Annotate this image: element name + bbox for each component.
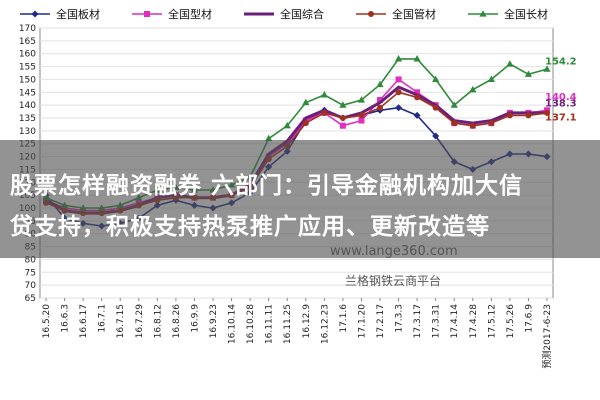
y-tick-label: 145 [19,88,36,98]
x-tick-label: 16.6.17 [79,304,89,338]
watermark-name: 兰格钢铁云商平台 [345,274,442,288]
x-tick-label: 17.1.20 [357,304,367,339]
x-tick-label: 17.1.6 [339,304,349,333]
headline-overlay-band [0,140,600,258]
end-value-label: 140.4 [545,92,577,103]
y-tick-label: 70 [25,281,37,291]
data-point [414,94,421,101]
x-tick-label: 17.2.17 [376,304,386,338]
data-point [302,98,310,106]
data-point [487,75,495,83]
x-tick-label: 16.9.23 [209,304,219,338]
x-tick-label: 17.4.14 [450,304,460,339]
headline-line-1: 股票怎样融资融券 六部门：引导金融机构加大信 [10,173,524,199]
x-tick-label: 16.6.3 [61,304,71,333]
data-point [413,111,421,119]
data-point [394,55,403,62]
end-value-label: 137.1 [545,113,577,124]
data-point [544,109,550,116]
x-tick-label: 16.10.14 [228,304,238,344]
legend-label: 全国型材 [168,7,212,21]
x-tick-label: 16.12.23 [320,304,330,344]
legend-label: 全国长材 [504,7,548,21]
data-point [395,104,403,112]
data-point [321,109,328,116]
data-point [377,97,383,103]
data-point [302,120,309,127]
data-point [376,80,384,88]
x-tick-label: 16.5.20 [42,304,52,339]
x-tick-label: 17.5.26 [506,304,516,339]
x-tick-label: 16.8.12 [153,304,163,338]
data-point [144,11,150,17]
y-tick-label: 80 [25,255,37,265]
data-point [432,75,440,83]
x-tick-label: 16.10.28 [246,304,256,344]
legend-label: 全国综合 [280,7,324,21]
y-tick-label: 135 [19,114,36,124]
data-point [377,104,383,111]
data-point [368,11,374,17]
y-tick-label: 170 [19,24,36,34]
x-tick-label: 16.12.9 [302,304,312,339]
data-point [320,91,328,98]
data-point [358,117,365,124]
data-point [414,89,421,96]
headline-line-2: 贷支持，积极支持热泵推广应用、更新改造等 [10,214,490,240]
data-point [339,101,347,108]
y-tick-label: 160 [19,50,36,60]
data-point [339,115,346,121]
data-point [357,96,366,103]
data-point [450,101,458,108]
x-tick-label: 17.5.12 [487,304,497,338]
data-point [451,120,458,127]
x-tick-label: 17.6.9 [524,304,534,333]
data-point [432,132,440,140]
y-tick-label: 130 [19,127,36,137]
x-tick-label: 预测2017-6-23 [542,304,553,369]
data-point [31,10,39,18]
y-tick-label: 140 [19,101,36,111]
x-tick-label: 17.3.31 [432,304,442,338]
x-tick-label: 16.7.1 [98,304,108,333]
data-point [265,134,273,142]
data-point [524,70,533,77]
x-tick-label: 16.11.25 [283,304,293,344]
y-tick-label: 150 [19,75,36,85]
data-point [339,122,346,129]
x-tick-label: 16.7.29 [135,304,145,339]
data-point [395,76,402,83]
data-point [479,10,487,17]
data-point [543,65,551,72]
end-value-label: 154.2 [545,57,577,68]
data-point [283,121,291,129]
data-point [469,85,477,93]
x-tick-label: 16.11.11 [265,304,275,344]
y-tick-label: 165 [19,37,36,47]
y-tick-label: 75 [25,268,36,278]
end-value-label: 138.3 [545,99,577,110]
x-tick-label: 16.9.9 [190,304,200,333]
data-point [358,112,365,119]
legend-label: 全国管材 [392,7,436,21]
data-point [506,60,514,67]
data-point [395,89,402,96]
x-tick-label: 17.3.3 [395,304,405,333]
data-point [469,122,476,129]
x-tick-label: 16.7.15 [116,304,126,338]
data-point [432,104,439,111]
x-tick-label: 17.3.17 [413,304,423,338]
x-tick-label: 16.8.26 [172,304,182,339]
legend-label: 全国板材 [56,7,100,21]
watermark-url: www.lange360.com [330,244,458,259]
data-point [525,112,532,119]
x-tick-label: 17.4.28 [469,304,479,339]
y-tick-label: 65 [25,294,36,304]
data-point [488,120,495,127]
data-point [506,112,513,119]
y-tick-label: 155 [19,63,36,73]
data-point [413,55,421,62]
